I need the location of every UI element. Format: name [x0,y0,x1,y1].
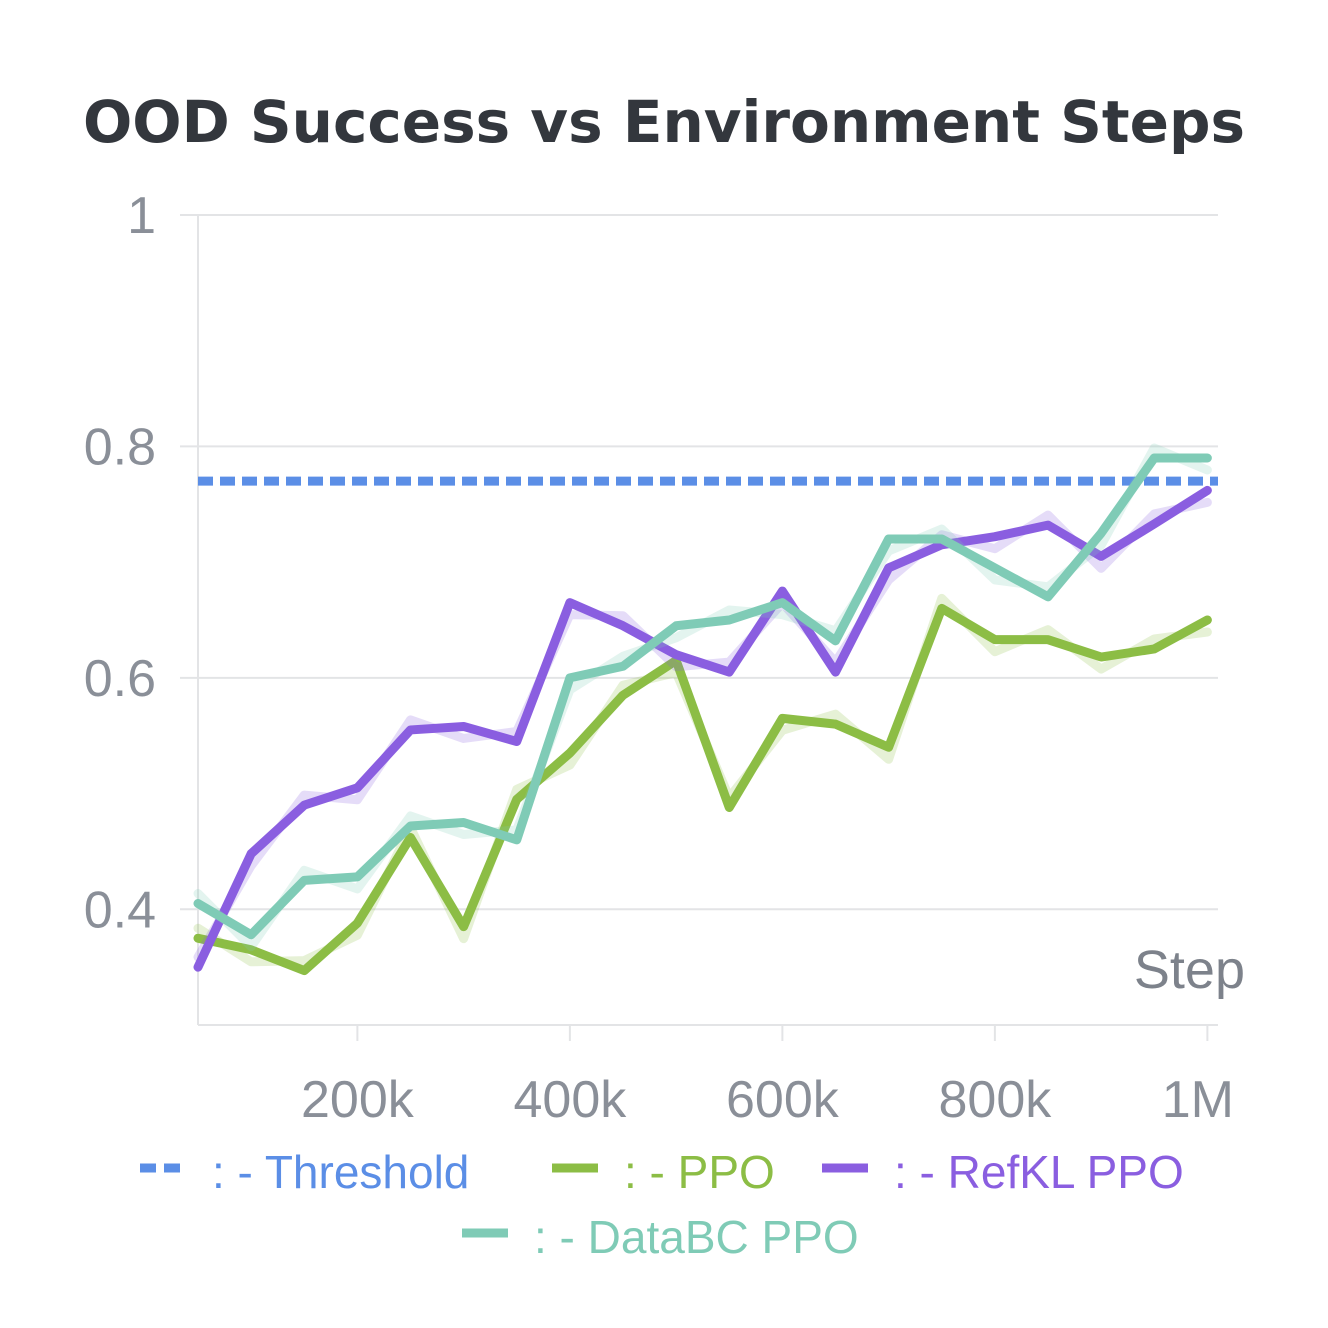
legend-item: : - RefKL PPO [822,1146,1184,1198]
axis-layer: 200k 400k 600k 800k 1M [197,215,1234,1129]
y-tick-label: 0.8 [84,418,156,476]
legend-label: : - DataBC PPO [534,1211,859,1263]
series-layer [193,443,1218,976]
y-tick-label: 1 [127,187,156,245]
legend-label: : - RefKL PPO [894,1146,1184,1198]
legend-item: : - PPO [552,1146,775,1198]
x-tick-label: 800k [938,1071,1052,1129]
legend: : - Threshold : - PPO : - RefKL PPO : - Dat… [140,1146,1184,1263]
legend-item: : - Threshold [140,1146,469,1198]
series-line [193,485,1212,972]
legend-item: : - DataBC PPO [462,1211,859,1263]
series-line [193,603,1212,976]
series-raw-line [193,593,1212,967]
x-tick-label: 1M [1162,1071,1234,1129]
legend-label: : - PPO [624,1146,775,1198]
x-axis-label: Step [1134,940,1245,1000]
y-tick-label: 0.6 [84,650,156,708]
series-line [193,453,1212,940]
y-tick-label: 0.4 [84,881,156,939]
x-tick-label: 400k [513,1071,627,1129]
x-tick-label: 600k [726,1071,840,1129]
grid-layer: 0.4 0.6 0.8 1 [84,187,1218,939]
chart-title: OOD Success vs Environment Steps [83,88,1245,156]
legend-label: : - Threshold [212,1146,469,1198]
x-tick-label: 200k [301,1071,415,1129]
